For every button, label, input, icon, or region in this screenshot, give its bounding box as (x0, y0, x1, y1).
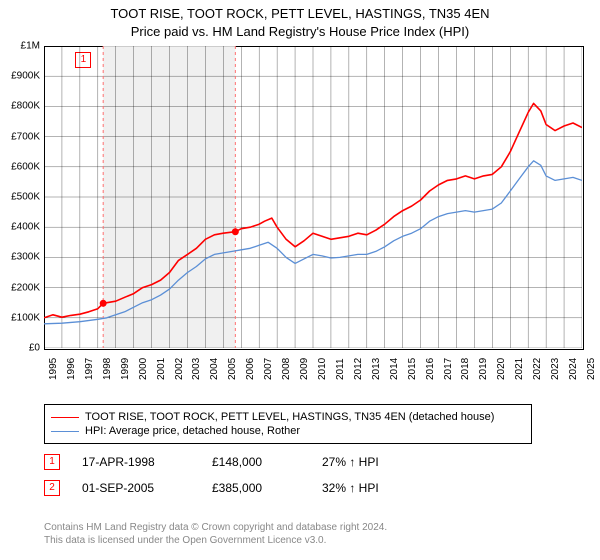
x-tick-label: 2002 (174, 358, 185, 380)
sale-date: 01-SEP-2005 (82, 481, 212, 495)
x-tick-label: 1995 (48, 358, 59, 380)
legend-label: TOOT RISE, TOOT ROCK, PETT LEVEL, HASTIN… (85, 411, 494, 423)
sale-point (232, 228, 239, 235)
x-tick-label: 1997 (84, 358, 95, 380)
x-tick-label: 2016 (425, 358, 436, 380)
legend-label: HPI: Average price, detached house, Roth… (85, 425, 300, 437)
sale-price: £385,000 (212, 481, 322, 495)
footer-line1: Contains HM Land Registry data © Crown c… (44, 521, 387, 534)
x-tick-label: 2013 (371, 358, 382, 380)
x-tick-label: 1996 (66, 358, 77, 380)
footer-line2: This data is licensed under the Open Gov… (44, 534, 387, 547)
x-tick-label: 2012 (353, 358, 364, 380)
legend: TOOT RISE, TOOT ROCK, PETT LEVEL, HASTIN… (44, 404, 532, 444)
x-tick-label: 2004 (209, 358, 220, 380)
sale-pct: 27% ↑ HPI (322, 455, 379, 469)
footer: Contains HM Land Registry data © Crown c… (44, 521, 387, 547)
x-tick-label: 2003 (191, 358, 202, 380)
x-tick-label: 1998 (102, 358, 113, 380)
x-tick-label: 2021 (514, 358, 525, 380)
x-tick-label: 2024 (568, 358, 579, 380)
sale-price: £148,000 (212, 455, 322, 469)
x-tick-label: 2014 (389, 358, 400, 380)
x-tick-label: 1999 (120, 358, 131, 380)
x-tick-label: 2008 (281, 358, 292, 380)
sale-marker: 2 (44, 480, 60, 496)
x-tick-label: 2010 (317, 358, 328, 380)
x-tick-label: 2019 (478, 358, 489, 380)
x-tick-label: 2023 (550, 358, 561, 380)
x-tick-label: 2015 (407, 358, 418, 380)
sale-marker: 1 (44, 454, 60, 470)
x-tick-label: 2020 (496, 358, 507, 380)
x-tick-label: 2000 (138, 358, 149, 380)
x-tick-label: 2011 (335, 358, 346, 380)
x-tick-label: 2005 (227, 358, 238, 380)
legend-row: TOOT RISE, TOOT ROCK, PETT LEVEL, HASTIN… (51, 411, 525, 423)
sale-date: 17-APR-1998 (82, 455, 212, 469)
sale-row: 2 01-SEP-2005£385,00032% ↑ HPI (44, 480, 379, 496)
chart-plot (0, 0, 600, 350)
x-tick-label: 2006 (245, 358, 256, 380)
x-tick-label: 2009 (299, 358, 310, 380)
x-tick-label: 2025 (586, 358, 597, 380)
legend-row: HPI: Average price, detached house, Roth… (51, 425, 525, 437)
x-tick-label: 2022 (532, 358, 543, 380)
sale-point (100, 300, 107, 307)
sale-row: 1 17-APR-1998£148,00027% ↑ HPI (44, 454, 379, 470)
sale-pct: 32% ↑ HPI (322, 481, 379, 495)
x-tick-label: 2018 (460, 358, 471, 380)
x-tick-label: 2001 (156, 358, 167, 380)
legend-swatch (51, 417, 79, 418)
legend-swatch (51, 431, 79, 432)
x-tick-label: 2007 (263, 358, 274, 380)
x-tick-label: 2017 (443, 358, 454, 380)
